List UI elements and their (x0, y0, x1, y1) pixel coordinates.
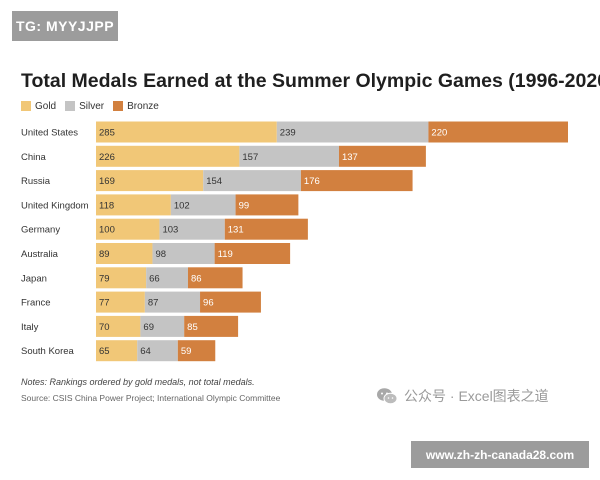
value-label-silver-united-kingdom: 102 (174, 200, 190, 211)
value-label-gold-china: 226 (99, 152, 115, 163)
value-label-silver-russia: 154 (206, 176, 222, 187)
bar-silver-russia (203, 170, 301, 192)
wechat-icon (377, 388, 398, 405)
value-label-bronze-south-korea: 59 (181, 346, 192, 357)
watermark: 公众号 · Excel图表之道 (376, 386, 549, 406)
bar-gold-germany (96, 218, 160, 240)
legend-item-silver: Silver (65, 101, 104, 112)
bar-gold-italy (96, 315, 141, 337)
value-label-bronze-japan: 86 (191, 273, 202, 284)
category-label-japan: Japan (21, 273, 47, 284)
watermark-text: 公众号 · Excel图表之道 (404, 388, 549, 404)
bar-silver-france (144, 291, 201, 313)
value-label-bronze-australia: 119 (218, 249, 233, 260)
value-label-bronze-china: 137 (342, 152, 358, 163)
value-label-gold-japan: 79 (99, 273, 110, 284)
bar-bronze-china (338, 145, 426, 167)
value-label-gold-russia: 169 (99, 176, 115, 187)
value-label-silver-germany: 103 (162, 225, 178, 236)
category-label-russia: Russia (21, 176, 51, 187)
value-label-gold-germany: 100 (99, 225, 115, 236)
url-banner: www.zh-zh-canada28.com (411, 441, 589, 468)
value-label-bronze-italy: 85 (187, 322, 198, 333)
bar-bronze-france (200, 291, 261, 313)
category-label-australia: Australia (21, 249, 59, 260)
chart-notes: Notes: Rankings ordered by gold medals, … (21, 377, 255, 387)
legend-item-gold: Gold (21, 101, 56, 112)
value-label-silver-australia: 98 (155, 249, 166, 260)
bar-gold-japan (96, 267, 147, 289)
value-label-silver-south-korea: 64 (140, 346, 151, 357)
bar-bronze-south-korea (177, 340, 216, 362)
bar-silver-china (239, 145, 339, 167)
value-label-bronze-france: 96 (203, 298, 214, 309)
bar-bronze-australia (214, 243, 291, 264)
bar-gold-united-states (96, 121, 277, 143)
value-label-gold-south-korea: 65 (99, 346, 110, 357)
bar-silver-australia (152, 243, 215, 264)
category-label-united-kingdom: United Kingdom (21, 200, 89, 211)
value-label-bronze-united-kingdom: 99 (239, 200, 250, 211)
bar-bronze-germany (224, 218, 308, 240)
bar-gold-united-kingdom (96, 194, 171, 216)
tg-banner: TG: MYYJJPP (12, 11, 118, 41)
chart-source: Source: CSIS China Power Project; Intern… (21, 393, 281, 403)
legend-label-bronze: Bronze (127, 100, 159, 112)
value-label-bronze-united-states: 220 (431, 128, 447, 139)
chart-title: Total Medals Earned at the Summer Olympi… (21, 70, 600, 92)
value-label-gold-australia: 89 (99, 249, 110, 260)
legend: Gold Silver Bronze (21, 99, 168, 113)
bar-silver-united-states (276, 121, 429, 143)
category-label-south-korea: South Korea (21, 346, 75, 357)
bar-bronze-united-kingdom (235, 194, 299, 216)
legend-label-gold: Gold (35, 100, 57, 112)
value-label-silver-united-states: 239 (280, 128, 296, 139)
category-label-united-states: United States (21, 128, 78, 139)
bar-silver-united-kingdom (170, 194, 236, 216)
bar-bronze-united-states (428, 121, 568, 143)
bar-silver-germany (159, 218, 225, 240)
category-label-germany: Germany (21, 225, 60, 236)
value-label-bronze-russia: 176 (304, 176, 320, 187)
bar-gold-france (96, 291, 145, 313)
bar-gold-china (96, 145, 240, 167)
bar-bronze-russia (300, 170, 413, 192)
legend-swatch-silver (65, 101, 76, 111)
category-label-china: China (21, 152, 47, 163)
value-label-gold-united-states: 285 (99, 128, 115, 139)
bar-silver-italy (140, 315, 185, 337)
value-label-silver-china: 157 (242, 152, 258, 163)
value-label-silver-france: 87 (148, 298, 159, 309)
bar-gold-south-korea (96, 340, 138, 362)
value-label-gold-france: 77 (99, 298, 110, 309)
bar-silver-south-korea (137, 340, 178, 362)
value-label-gold-italy: 70 (99, 322, 110, 333)
category-label-italy: Italy (21, 322, 39, 333)
bar-gold-australia (96, 243, 153, 264)
value-label-bronze-germany: 131 (228, 225, 244, 236)
legend-swatch-gold (21, 101, 31, 111)
bar-gold-russia (96, 170, 204, 192)
legend-item-bronze: Bronze (113, 101, 159, 112)
value-label-gold-united-kingdom: 118 (99, 200, 114, 211)
legend-label-silver: Silver (79, 100, 105, 112)
category-label-france: France (21, 298, 51, 309)
bar-silver-japan (146, 267, 188, 289)
bar-bronze-italy (184, 315, 239, 337)
value-label-silver-italy: 69 (143, 322, 154, 333)
legend-swatch-bronze (113, 101, 124, 111)
bar-bronze-japan (187, 267, 243, 289)
value-label-silver-japan: 66 (149, 273, 160, 284)
